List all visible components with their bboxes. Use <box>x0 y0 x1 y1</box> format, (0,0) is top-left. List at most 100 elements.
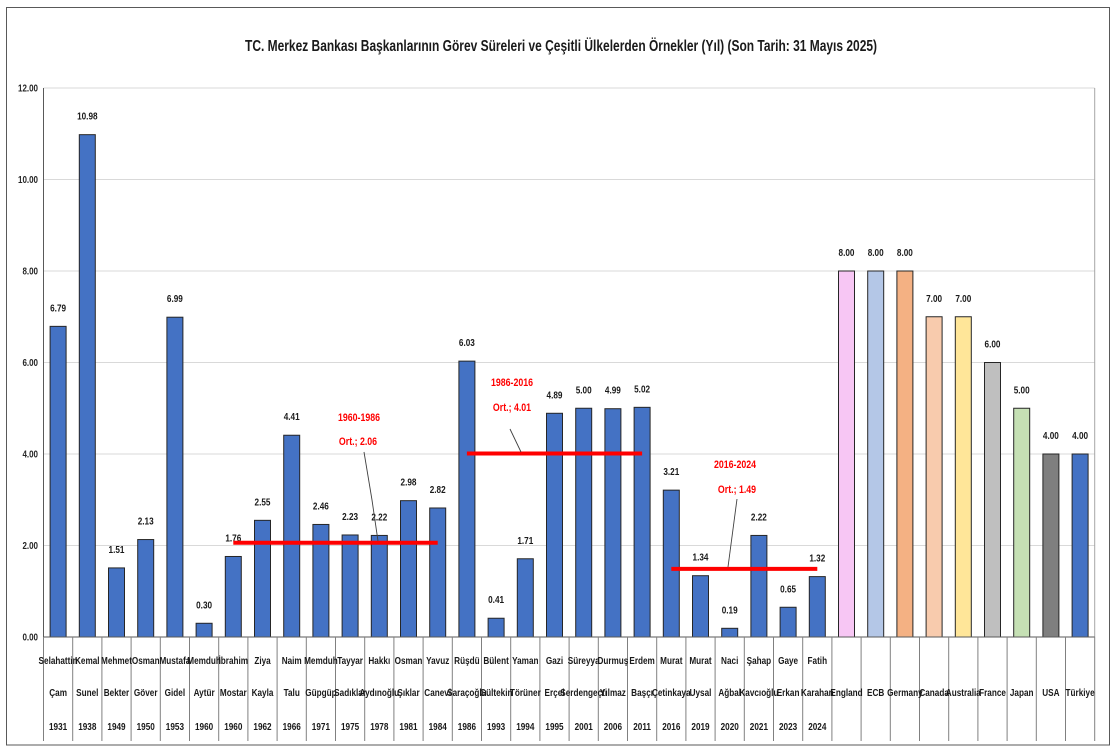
bar-13 <box>400 500 417 638</box>
bar-5 <box>166 316 184 638</box>
category-label-year: 2001 <box>575 720 593 732</box>
category-label-surname: Serdengeçti <box>560 686 607 698</box>
data-label-18: 4.89 <box>547 388 563 400</box>
data-label-36: 4.00 <box>1072 429 1088 441</box>
category-label-country: Japan <box>1010 686 1034 698</box>
bar-18 <box>546 412 563 638</box>
category-label-surname: Mostar <box>220 686 247 698</box>
avg-annotation-2: 1986-2016 Ort.; 4.01 <box>491 377 533 453</box>
avg-period-label: 1960-1986 <box>338 412 380 424</box>
category-label-surname: Canevi <box>424 686 451 698</box>
data-label-31: 7.00 <box>926 292 942 304</box>
data-label-28: 8.00 <box>839 246 855 258</box>
data-label-10: 2.46 <box>313 499 329 511</box>
category-label-name: Gazi <box>546 654 563 666</box>
bar-6 <box>195 622 213 638</box>
y-tick-label: 0.00 <box>22 632 38 643</box>
category-label-surname: Yılmaz <box>600 686 626 698</box>
data-label-35: 4.00 <box>1043 429 1059 441</box>
category-label-year: 2020 <box>721 720 739 732</box>
avg-value-label: Ort.; 4.01 <box>493 402 532 414</box>
category-label-surname: Törüner <box>510 686 541 698</box>
avg-value-label: Ort.; 1.49 <box>718 484 757 496</box>
category-label-year: 1949 <box>107 720 125 732</box>
bars <box>49 134 1089 638</box>
category-label-name: Yaman <box>512 654 539 666</box>
category-label-surname: Sunel <box>76 686 98 698</box>
category-label-surname: Gidel <box>165 686 185 698</box>
category-label-name: Erdem <box>629 654 654 666</box>
avg-callout-line <box>727 498 738 568</box>
data-label-33: 6.00 <box>985 337 1001 349</box>
data-label-7: 1.76 <box>225 531 241 543</box>
category-label-name: İbrahim <box>219 654 249 666</box>
bar-30 <box>896 270 914 638</box>
category-label-year: 1978 <box>370 720 388 732</box>
bar-29 <box>867 270 885 638</box>
bar-8 <box>254 519 271 638</box>
category-label-name: Tayyar <box>337 654 363 666</box>
bar-4 <box>137 539 155 638</box>
category-label-name: Murat <box>689 654 712 666</box>
category-label-name: Şahap <box>747 654 772 666</box>
category-label-year: 1962 <box>253 720 271 732</box>
data-label-5: 6.99 <box>167 292 183 304</box>
y-axis-labels: 0.00 2.00 4.00 6.00 8.00 10.00 12.00 <box>18 83 38 643</box>
data-labels: 6.79 10.98 1.51 2.13 6.99 0.30 1.76 2.55 4.41 2.4… <box>50 110 1088 616</box>
category-label-year: 1984 <box>429 720 448 732</box>
category-label-name: Yavuz <box>426 654 449 666</box>
bar-21 <box>633 406 651 638</box>
category-label-year: 1986 <box>458 720 476 732</box>
category-label-year: 2023 <box>779 720 797 732</box>
bar-12 <box>370 534 388 638</box>
category-label-year: 1995 <box>545 720 563 732</box>
category-label-surname: Aydınoğlu <box>359 686 399 698</box>
category-label-surname: Saraçoğlu <box>447 686 487 698</box>
data-label-13: 2.98 <box>401 476 417 488</box>
bar-31 <box>925 316 943 638</box>
data-label-20: 4.99 <box>605 384 621 396</box>
bar-2 <box>78 134 96 638</box>
bar-23 <box>692 575 709 638</box>
category-label-year: 2021 <box>750 720 768 732</box>
category-label-country: Canada <box>919 686 949 698</box>
bar-25 <box>750 534 768 638</box>
y-tick-label: 12.00 <box>18 83 38 94</box>
category-label-name: Durmuş <box>597 654 628 666</box>
data-label-34: 5.00 <box>1014 383 1030 395</box>
category-label-surname: Sadıklar <box>334 686 366 698</box>
category-label-name: Hakkı <box>368 654 390 666</box>
bar-35 <box>1042 453 1060 638</box>
category-label-country: Germany <box>887 686 923 698</box>
avg-annotation-3: 2016-2024 Ort.; 1.49 <box>714 459 757 568</box>
bar-1 <box>49 325 67 638</box>
data-label-23: 1.34 <box>693 551 710 563</box>
category-label-surname: Erkan <box>777 686 800 698</box>
data-label-32: 7.00 <box>955 292 971 304</box>
average-lines <box>233 451 818 571</box>
data-label-14: 2.82 <box>430 483 446 495</box>
category-label-year: 1971 <box>312 720 330 732</box>
data-label-29: 8.00 <box>868 246 884 258</box>
bar-20 <box>604 408 622 638</box>
category-label-surname: Göver <box>134 686 158 698</box>
bar-11 <box>341 534 359 638</box>
category-label-name: Mustafa <box>159 654 191 666</box>
category-label-name: Naci <box>721 654 738 666</box>
data-label-26: 0.65 <box>780 582 796 594</box>
data-label-17: 1.71 <box>517 534 533 546</box>
category-label-surname: Çetinkaya <box>652 686 691 698</box>
category-label-year: 2011 <box>633 720 651 732</box>
data-label-22: 3.21 <box>663 465 679 477</box>
category-label-surname: Kayla <box>252 686 275 698</box>
bar-24 <box>721 627 739 638</box>
data-label-19: 5.00 <box>576 383 592 395</box>
bar-17 <box>516 558 534 638</box>
bar-15 <box>458 360 476 638</box>
category-label-name: Bülent <box>483 654 509 666</box>
category-label-country: Türkiye <box>1066 686 1095 698</box>
category-label-year: 1993 <box>487 720 505 732</box>
data-label-4: 2.13 <box>138 515 154 527</box>
category-label-year: 1960 <box>224 720 242 732</box>
